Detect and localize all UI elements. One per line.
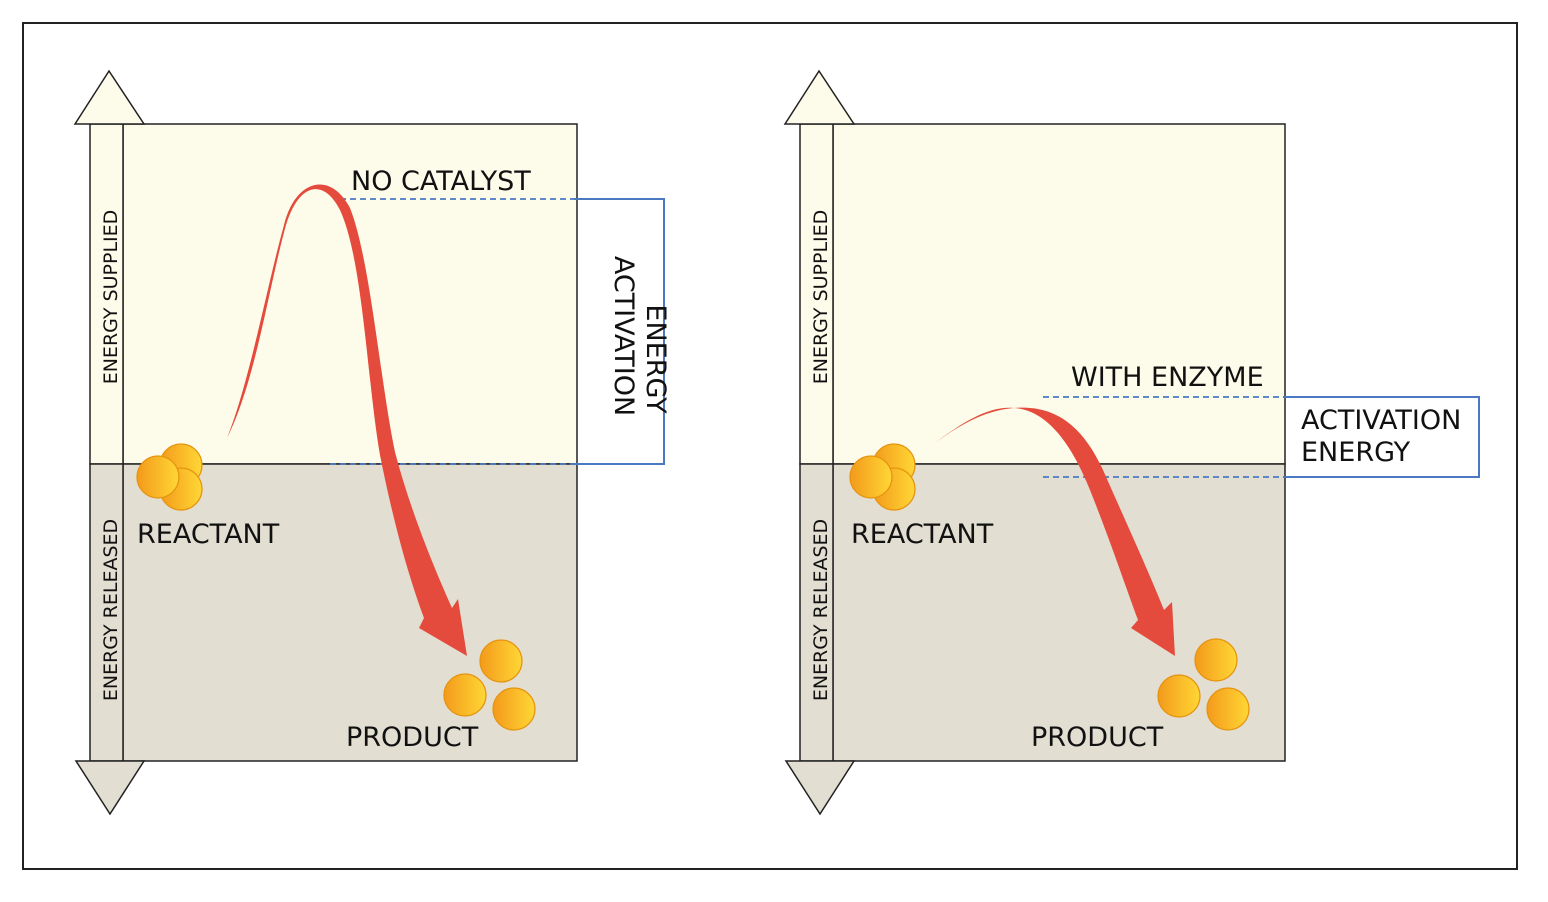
level-label: WITH ENZYME	[1071, 362, 1264, 393]
left-panel: ENERGY SUPPLIED ENERGY RELEASED NO CATAL…	[73, 69, 671, 816]
energy-supplied-region	[832, 123, 1286, 465]
axis-up-arrow-icon	[73, 69, 146, 125]
level-label: NO CATALYST	[351, 166, 531, 197]
right-panel: ENERGY SUPPLIED ENERGY RELEASED WITH ENZ…	[783, 69, 1480, 816]
product-molecule-icon	[1157, 638, 1250, 731]
axis-bar-bottom	[799, 463, 834, 762]
reactant-molecule-icon	[849, 443, 916, 511]
axis-down-arrow-icon	[74, 760, 146, 816]
activation-energy-bracket	[1283, 396, 1480, 478]
reactant-label: REACTANT	[851, 519, 994, 550]
product-molecule-icon	[443, 639, 536, 731]
axis-top-label: ENERGY SUPPLIED	[810, 210, 832, 385]
axis-bar-top	[89, 123, 124, 465]
axis-up-arrow-icon	[783, 69, 856, 125]
activation-energy-bracket	[574, 198, 665, 465]
axis-top-label: ENERGY SUPPLIED	[100, 210, 122, 385]
bracket-label-line2: ENERGY	[1301, 437, 1411, 468]
reactant-molecule-icon	[136, 443, 203, 511]
axis-bar-top	[799, 123, 834, 465]
reaction-curve	[227, 184, 467, 656]
bracket-label-line1: ACTIVATION	[1301, 405, 1461, 436]
product-label: PRODUCT	[346, 722, 479, 753]
product-label: PRODUCT	[1031, 722, 1164, 753]
bracket-label-line1: ACTIVATION	[608, 256, 639, 416]
reactant-label: REACTANT	[137, 519, 280, 550]
axis-down-arrow-icon	[784, 760, 856, 816]
energy-supplied-region	[122, 123, 578, 465]
axis-bottom-label: ENERGY RELEASED	[810, 519, 832, 701]
reaction-curve	[931, 407, 1175, 656]
axis-bottom-label: ENERGY RELEASED	[100, 519, 122, 701]
bracket-label-line2: ENERGY	[640, 304, 671, 414]
